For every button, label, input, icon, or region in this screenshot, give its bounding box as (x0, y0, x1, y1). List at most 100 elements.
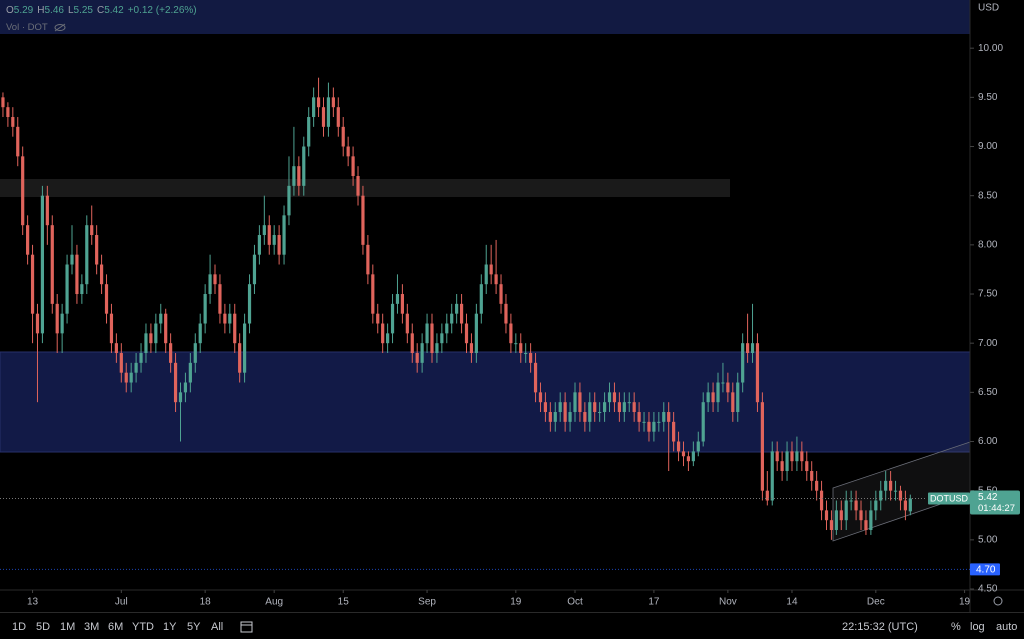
legend-value: 5.25 (73, 5, 93, 16)
candle-body (178, 392, 183, 403)
candle-body (533, 362, 538, 393)
candle-body (440, 333, 444, 344)
candle-body (588, 402, 592, 422)
candle-body (543, 402, 548, 413)
x-tick-label: 15 (338, 597, 350, 608)
candle-body (617, 402, 621, 413)
candle-body (889, 480, 893, 491)
y-tick-label: 6.50 (978, 387, 998, 398)
y-tick-label: 6.00 (978, 436, 998, 447)
candle-body (686, 456, 691, 462)
candle-body (400, 294, 404, 314)
range-button[interactable]: 1Y (163, 621, 177, 633)
candle-body (70, 254, 74, 265)
candle-body (479, 284, 483, 314)
eye-icon[interactable] (54, 23, 66, 32)
range-button[interactable]: 5D (36, 621, 51, 633)
x-tick-label: 18 (200, 597, 212, 608)
settings-icon[interactable] (993, 596, 1003, 606)
legend-value: 5.46 (44, 5, 64, 16)
last-price-label: 5.42 (978, 492, 998, 503)
candle-body (548, 412, 552, 422)
candle-body (144, 333, 148, 354)
range-button[interactable]: 6M (108, 621, 124, 633)
currency-label: USD (978, 3, 999, 14)
candle-body (287, 185, 291, 216)
candle-body (272, 235, 276, 245)
candle-body (519, 343, 523, 354)
x-tick-label: Nov (719, 597, 737, 608)
candle-body (509, 323, 513, 344)
candle-body (844, 500, 848, 521)
candle-body (898, 490, 903, 501)
change: +0.12 (+2.26%) (127, 5, 197, 16)
candle-body (203, 294, 207, 324)
clock: 22:15:32 (UTC) (842, 621, 918, 633)
candle-body (657, 421, 661, 423)
candle-body (824, 510, 829, 521)
x-tick-label: 14 (786, 597, 798, 608)
candle-body (341, 126, 345, 147)
candle-body (445, 323, 449, 334)
range-button[interactable]: YTD (132, 621, 154, 633)
candle-body (247, 284, 252, 324)
candle-body (538, 392, 543, 403)
candle-body (854, 500, 858, 511)
candle-body (85, 225, 89, 285)
candle-body (1, 97, 5, 108)
alert-box (970, 563, 1000, 576)
candle-body (35, 313, 40, 334)
candle-body (164, 313, 168, 344)
candle-body (667, 412, 671, 422)
support-zone (0, 351, 971, 453)
candle-body (307, 117, 311, 147)
candle-body (114, 343, 118, 354)
candle-body (908, 498, 912, 512)
candle-body (425, 323, 429, 344)
candle-body (124, 372, 128, 383)
auto-toggle[interactable]: auto (996, 621, 1018, 633)
candle-body (637, 412, 641, 422)
y-tick-label: 7.00 (978, 338, 998, 349)
candle-body (6, 107, 10, 118)
candle-body (598, 412, 602, 414)
candle-body (198, 323, 202, 344)
candle-body (514, 343, 518, 345)
candle-body (242, 323, 247, 373)
candle-body (188, 362, 192, 383)
candle-body (578, 392, 582, 413)
legend-key: C (96, 5, 105, 16)
candle-body (706, 392, 710, 403)
range-button[interactable]: 5Y (187, 621, 201, 633)
candle-body (810, 471, 814, 481)
candle-body (326, 97, 331, 127)
candle-body (371, 274, 375, 314)
plot: 10.009.509.008.508.007.507.006.506.005.5… (0, 43, 1020, 608)
candle-body (109, 313, 114, 344)
candle-body (331, 97, 335, 108)
range-button[interactable]: 1M (60, 621, 76, 633)
x-tick-label: Oct (567, 597, 583, 608)
date-range-icon[interactable] (240, 620, 254, 633)
candle-body (829, 520, 834, 531)
candle-body (662, 412, 666, 422)
candle-body (455, 303, 459, 314)
candle-body (869, 510, 873, 531)
candle-body (874, 500, 878, 511)
resistance-zone (0, 179, 730, 197)
x-tick-label: 17 (648, 597, 660, 608)
legend-key: H (37, 5, 45, 16)
log-toggle[interactable]: log (970, 621, 985, 633)
candle-body (760, 402, 764, 491)
candle-body (489, 264, 493, 275)
percent-toggle[interactable]: % (951, 621, 961, 633)
volume-label: Vol · DOT (6, 22, 66, 33)
candle-body (612, 392, 617, 403)
range-button[interactable]: 3M (84, 621, 100, 633)
x-tick-label: Jul (115, 597, 128, 608)
range-button[interactable]: All (211, 621, 224, 633)
top-zone (0, 0, 970, 34)
candle-body (60, 313, 64, 334)
candle-body (208, 274, 212, 295)
range-button[interactable]: 1D (12, 621, 27, 633)
